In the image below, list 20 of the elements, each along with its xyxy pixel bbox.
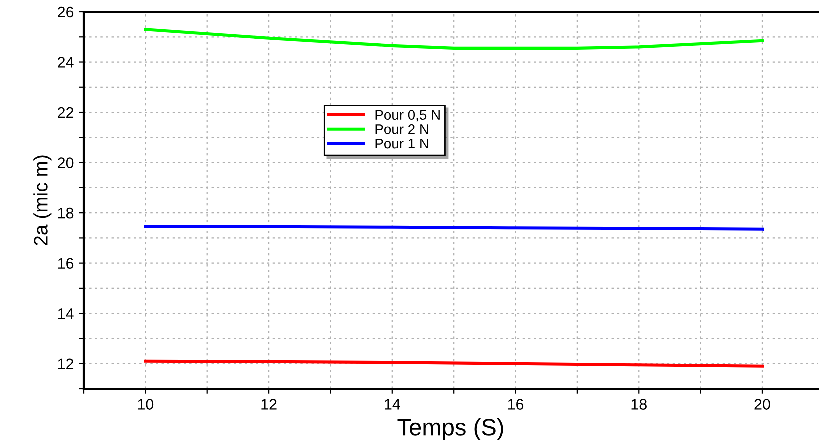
- y-tick-label: 14: [58, 308, 74, 320]
- x-tick-label: 10: [138, 399, 154, 410]
- y-tick-label: 12: [58, 358, 74, 370]
- x-tick-label: 12: [262, 399, 277, 410]
- y-tick-label: 16: [58, 258, 74, 270]
- y-axis-title: 2a (mic m): [34, 156, 52, 246]
- line-series: [144, 28, 764, 50]
- x-tick-label: 18: [632, 399, 647, 410]
- x-tick-label: 14: [385, 399, 400, 410]
- y-tick-label: 24: [58, 57, 74, 68]
- legend-label: Pour 1 N: [376, 139, 428, 149]
- y-tick-label: 22: [58, 107, 74, 118]
- y-tick-label: 26: [58, 6, 74, 18]
- y-tick-label: 18: [58, 208, 74, 219]
- x-tick-label: 20: [754, 399, 770, 410]
- x-axis-title: Temps (S): [398, 418, 504, 441]
- legend-label: Pour 2 N: [376, 124, 428, 134]
- y-tick-label: 20: [58, 158, 74, 168]
- legend-label: Pour 0,5 N: [376, 110, 440, 122]
- x-tick-label: 16: [508, 399, 524, 410]
